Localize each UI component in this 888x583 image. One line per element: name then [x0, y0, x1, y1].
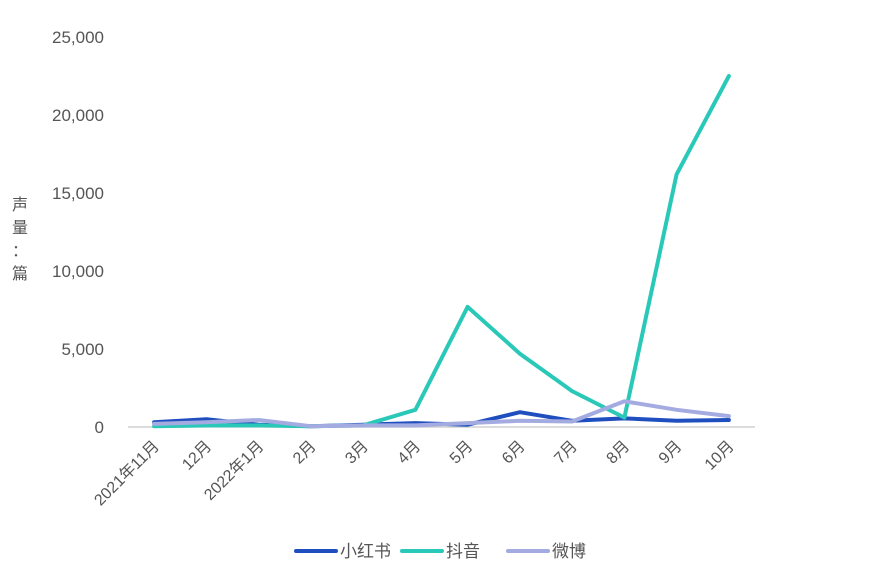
x-tick-label: 6月	[499, 438, 529, 468]
x-tick-label: 9月	[656, 438, 686, 468]
x-tick-label: 2月	[290, 438, 320, 468]
y-axis-ticks: 0 5,000 10,000 15,000 20,000 25,000	[52, 28, 104, 437]
y-axis-label-char: 声	[12, 196, 28, 214]
legend-label: 抖音	[446, 542, 480, 561]
legend-label: 小红书	[340, 542, 391, 561]
y-tick-label: 0	[95, 418, 104, 437]
y-axis-label-char: 量	[12, 220, 28, 237]
y-tick-label: 5,000	[61, 340, 104, 359]
series-line-抖音	[152, 74, 731, 429]
y-tick-label: 15,000	[52, 184, 104, 203]
y-tick-label: 20,000	[52, 106, 104, 125]
x-tick-label: 7月	[551, 438, 581, 468]
y-axis-label-char: 篇	[12, 265, 28, 283]
x-tick-label: 8月	[604, 438, 634, 468]
x-tick-label: 4月	[395, 438, 425, 468]
y-tick-label: 25,000	[52, 28, 104, 47]
y-axis-label: 声量 ： 篇	[12, 196, 28, 283]
legend-label: 微博	[552, 542, 586, 561]
x-tick-label: 10月	[702, 438, 738, 474]
x-tick-label: 5月	[447, 438, 477, 468]
series-lines	[152, 74, 731, 429]
x-tick-label: 2021年11月	[91, 437, 163, 509]
y-axis-label-char: ：	[12, 243, 28, 260]
y-tick-label: 10,000	[52, 262, 104, 281]
series-line-微博	[152, 399, 731, 429]
x-tick-label: 12月	[179, 438, 215, 474]
legend: 小红书 抖音 微博	[294, 542, 586, 561]
x-tick-label: 3月	[342, 438, 372, 468]
